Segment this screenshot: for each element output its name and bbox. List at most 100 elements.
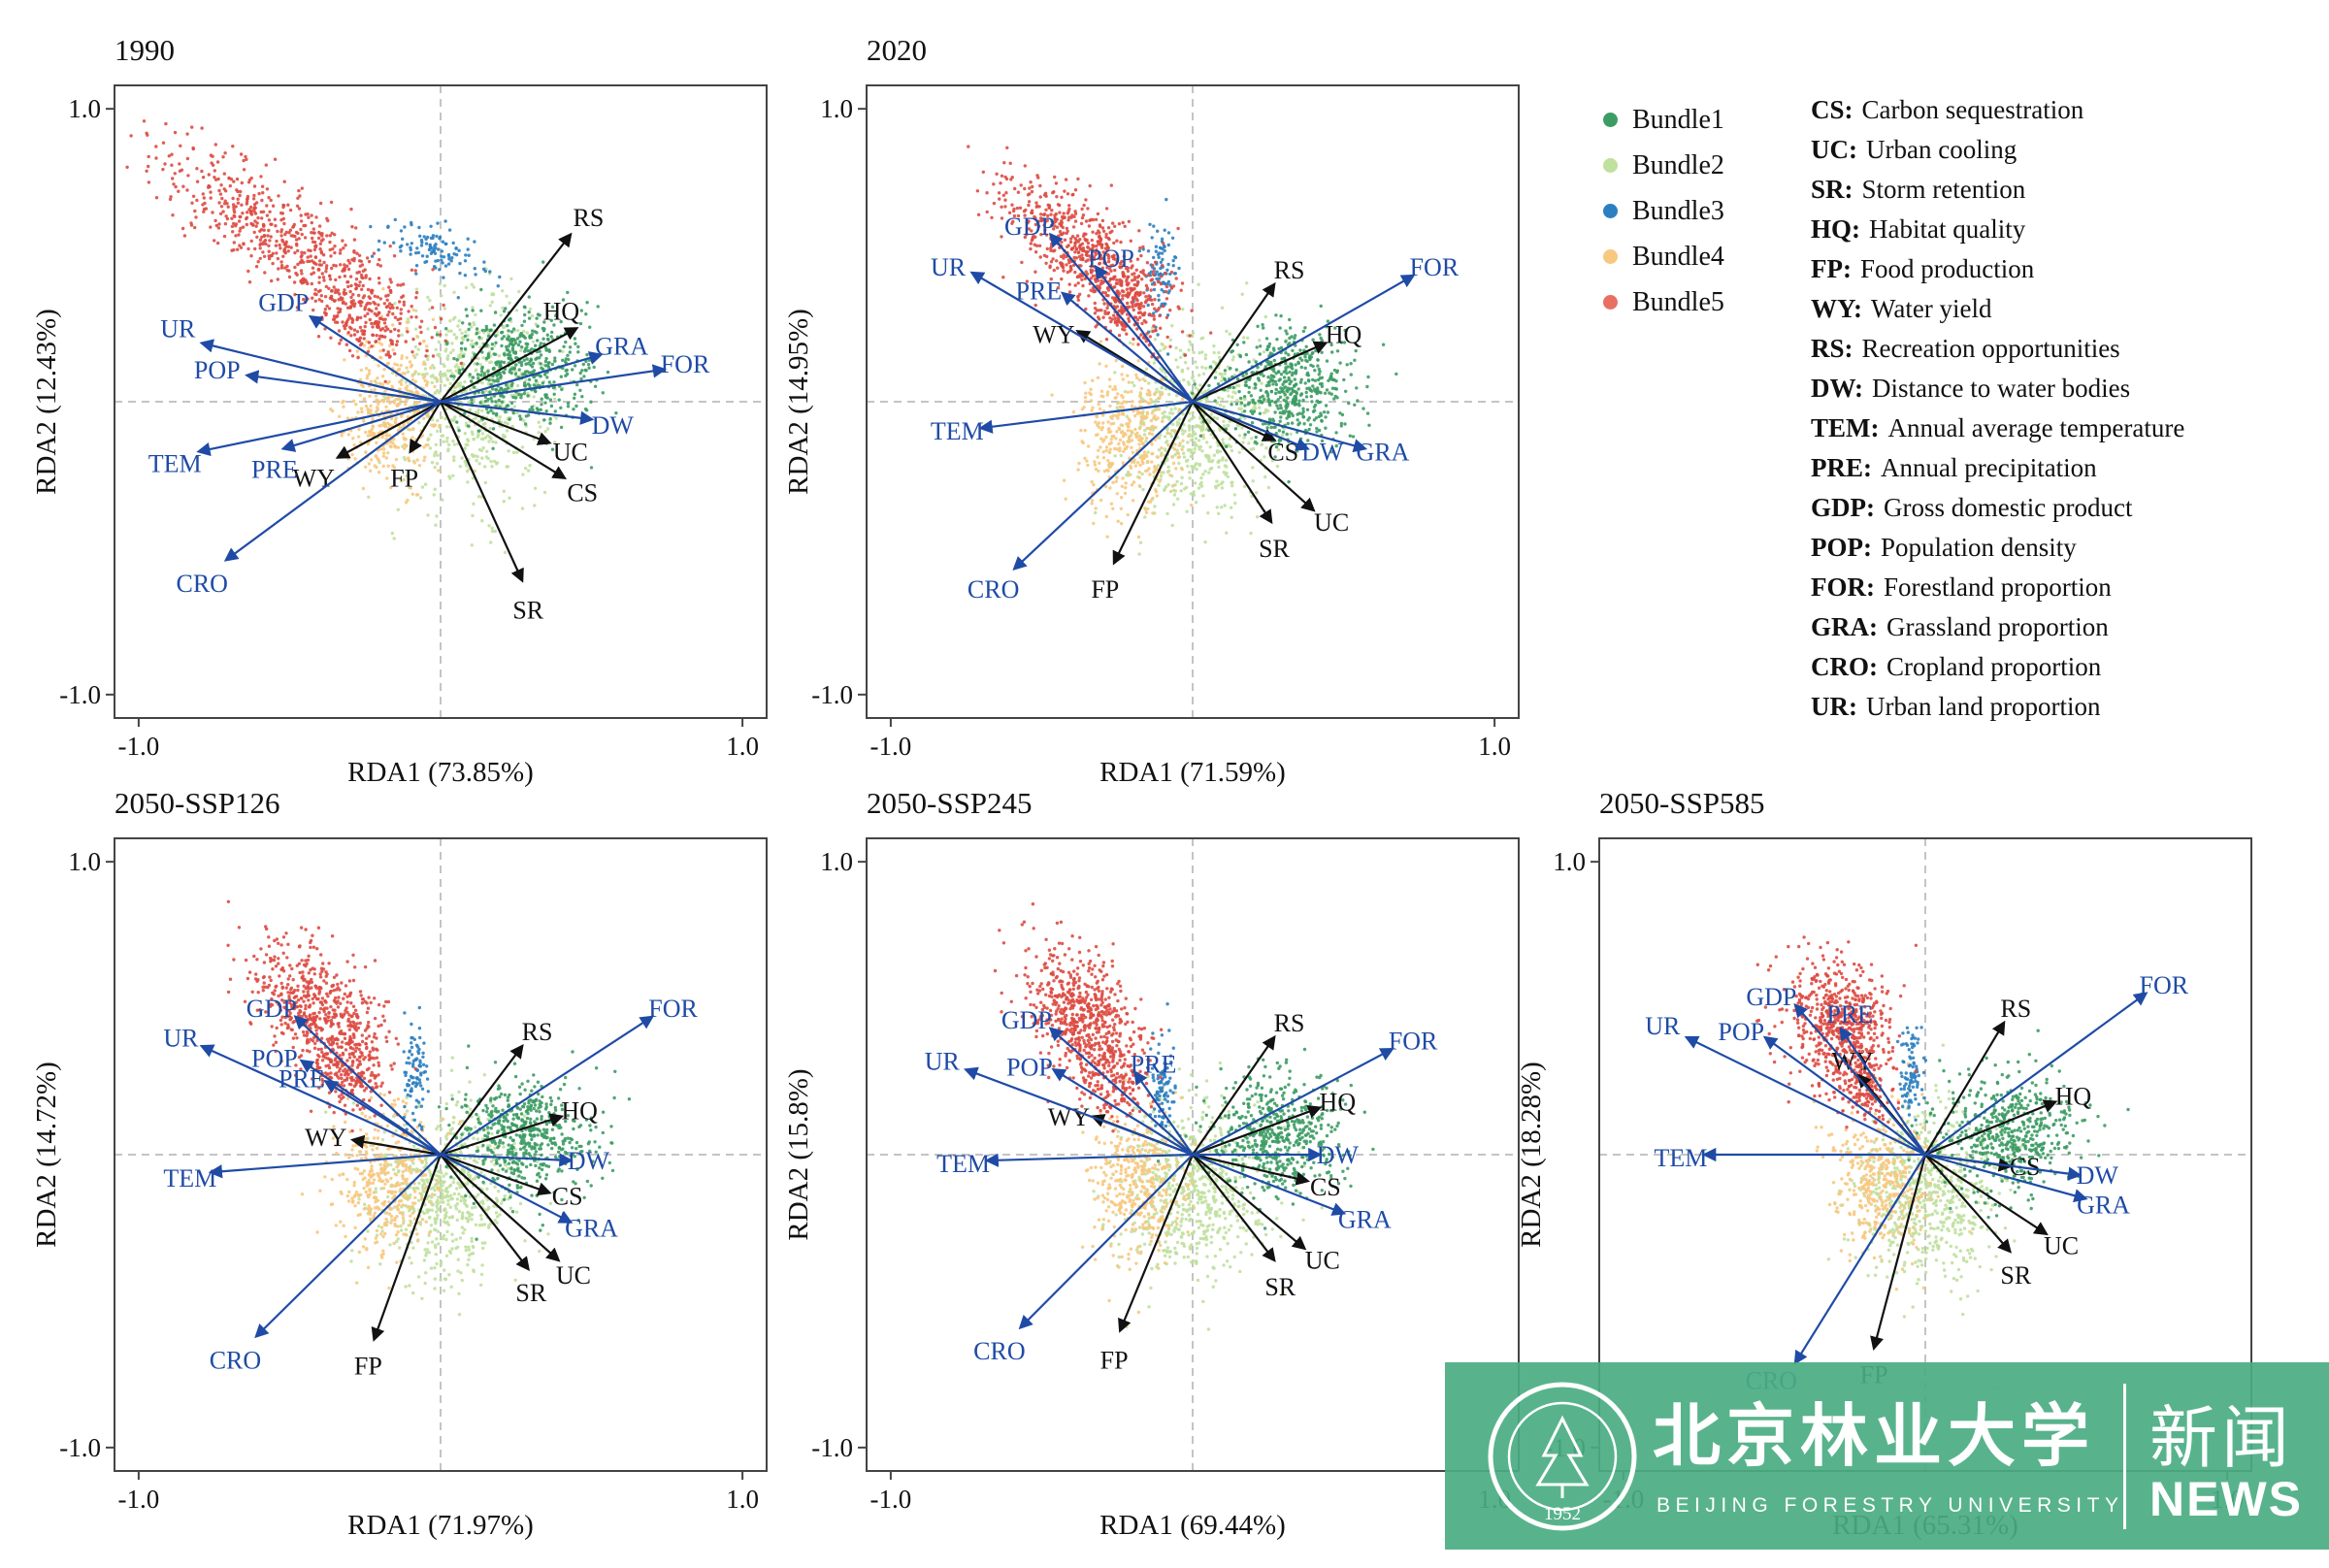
legend-item-bundle4: Bundle4	[1603, 234, 1724, 279]
logo-year: 1952	[1544, 1504, 1581, 1524]
arrow-label-CS: CS	[567, 479, 598, 507]
abbr-key-cs: CS:	[1811, 95, 1853, 124]
arrow-CRO: CRO	[973, 1155, 1193, 1365]
news-label-cn: 新闻	[2149, 1384, 2293, 1482]
arrow-label-WY: WY	[293, 464, 336, 492]
arrow-label-CRO: CRO	[176, 570, 227, 598]
abbr-key-hq: HQ:	[1811, 214, 1860, 244]
bundle5-color-swatch	[1603, 295, 1618, 310]
arrow-POP: POP	[1718, 1018, 1925, 1155]
arrow-label-GRA: GRA	[1338, 1205, 1392, 1233]
arrow-POP: POP	[1088, 245, 1193, 402]
arrow-label-FOR: FOR	[661, 350, 710, 378]
arrow-label-RS: RS	[574, 204, 605, 232]
watermark-banner: 1952 北京林业大学 BEIJING FORESTRY UNIVERSITY …	[1445, 1362, 2329, 1550]
abbr-desc-tem: Annual average temperature	[1888, 413, 2185, 442]
arrow-CRO: CRO	[968, 402, 1193, 604]
legend-item-bundle2: Bundle2	[1603, 143, 1724, 188]
abbr-gra: GRA:Grassland proportion	[1811, 612, 2184, 652]
abbr-rs: RS: Recreation opportunities	[1811, 334, 2184, 374]
news-label-en: NEWS	[2149, 1471, 2303, 1527]
abbr-uc: UC:Urban cooling	[1811, 135, 2184, 175]
arrow-GDP: GDP	[258, 288, 441, 402]
arrow-label-PRE: PRE	[251, 455, 298, 483]
arrow-CRO: CRO	[1746, 1155, 1925, 1394]
abbr-desc-pre: Annual precipitation	[1881, 453, 2097, 482]
arrow-WY: WY	[293, 402, 441, 492]
arrow-label-CRO: CRO	[210, 1346, 261, 1374]
bundle4-label: Bundle4	[1632, 242, 1724, 273]
arrow-label-TEM: TEM	[931, 417, 984, 445]
arrow-label-FP: FP	[390, 464, 418, 492]
arrow-label-FOR: FOR	[1389, 1027, 1438, 1055]
abbr-key-cro: CRO:	[1811, 652, 1878, 681]
arrow-label-GDP: GDP	[1004, 212, 1055, 241]
arrow-label-TEM: TEM	[1655, 1144, 1708, 1172]
abbr-key-pop: POP:	[1811, 533, 1872, 562]
arrow-label-GRA: GRA	[565, 1214, 618, 1242]
arrow-label-HQ: HQ	[1320, 1089, 1357, 1117]
svg-text:1.0: 1.0	[68, 94, 101, 123]
arrow-FP: FP	[1091, 402, 1193, 604]
x-axis-label-ssp126: RDA1 (71.97%)	[115, 1510, 767, 1542]
arrow-label-GDP: GDP	[246, 995, 297, 1023]
abbr-desc-gra: Grassland proportion	[1886, 612, 2109, 641]
legend-abbreviations: CS:Carbon sequestration UC:Urban cooling…	[1811, 95, 2184, 732]
arrow-label-DW: DW	[2077, 1161, 2119, 1190]
rda-biplot-ssp126: RSHQCSUCSRFPWYGDPURPOPPRETEMCROFORDWGRA1…	[17, 782, 784, 1568]
bundle5-label: Bundle5	[1632, 287, 1724, 318]
abbr-cro: CRO:Cropland proportion	[1811, 652, 2184, 692]
abbr-key-tem: TEM:	[1811, 413, 1880, 442]
arrow-label-RS: RS	[522, 1018, 553, 1046]
arrow-FOR: FOR	[441, 995, 699, 1155]
abbr-desc-for: Forestland proportion	[1884, 572, 2112, 602]
bundle4-color-swatch	[1603, 249, 1618, 264]
arrow-label-FOR: FOR	[2139, 971, 2188, 999]
abbr-desc-fp: Food production	[1860, 254, 2034, 283]
abbr-hq: HQ:Habitat quality	[1811, 214, 2184, 254]
arrow-label-HQ: HQ	[2055, 1083, 2092, 1111]
abbr-desc-wy: Water yield	[1871, 294, 1992, 323]
abbr-pop: POP:Population density	[1811, 533, 2184, 572]
arrow-label-UC: UC	[556, 1261, 591, 1290]
arrow-FOR: FOR	[1925, 971, 2189, 1155]
scatter-bundle4	[301, 1093, 462, 1290]
arrow-label-PRE: PRE	[1015, 277, 1062, 305]
arrow-label-SR: SR	[2000, 1261, 2031, 1290]
abbr-key-dw: DW:	[1811, 374, 1863, 403]
arrow-label-FP: FP	[1100, 1346, 1129, 1374]
arrow-label-RS: RS	[1274, 1009, 1305, 1037]
bundle1-color-swatch	[1603, 113, 1618, 127]
arrow-label-FOR: FOR	[648, 995, 698, 1023]
bundle2-label: Bundle2	[1632, 150, 1724, 181]
arrow-label-TEM: TEM	[148, 449, 202, 477]
arrow-label-TEM: TEM	[936, 1150, 990, 1178]
abbr-key-rs: RS:	[1811, 334, 1853, 363]
abbr-desc-sr: Storm retention	[1862, 175, 2026, 204]
university-name-cn: 北京林业大学	[1653, 1382, 2095, 1480]
arrow-label-GDP: GDP	[1001, 1006, 1052, 1034]
arrow-label-UR: UR	[163, 1024, 199, 1052]
arrow-label-DW: DW	[592, 411, 635, 440]
arrow-label-WY: WY	[1033, 321, 1075, 349]
legend-item-bundle3: Bundle3	[1603, 188, 1724, 234]
arrow-label-HQ: HQ	[543, 297, 580, 325]
arrow-label-FP: FP	[354, 1352, 382, 1380]
abbr-desc-rs: Recreation opportunities	[1862, 334, 2120, 363]
abbr-wy: WY:Water yield	[1811, 294, 2184, 334]
arrow-label-UR: UR	[1645, 1012, 1681, 1040]
arrow-label-SR: SR	[515, 1279, 546, 1307]
arrow-label-PRE: PRE	[1131, 1050, 1177, 1078]
arrow-label-RS: RS	[2000, 995, 2031, 1023]
x-axis-label-ssp245: RDA1 (69.44%)	[867, 1510, 1519, 1542]
arrow-label-GRA: GRA	[595, 333, 648, 361]
arrow-label-POP: POP	[1088, 245, 1134, 273]
arrow-label-UC: UC	[1314, 508, 1349, 537]
scatter-bundle3	[1896, 1026, 1927, 1122]
